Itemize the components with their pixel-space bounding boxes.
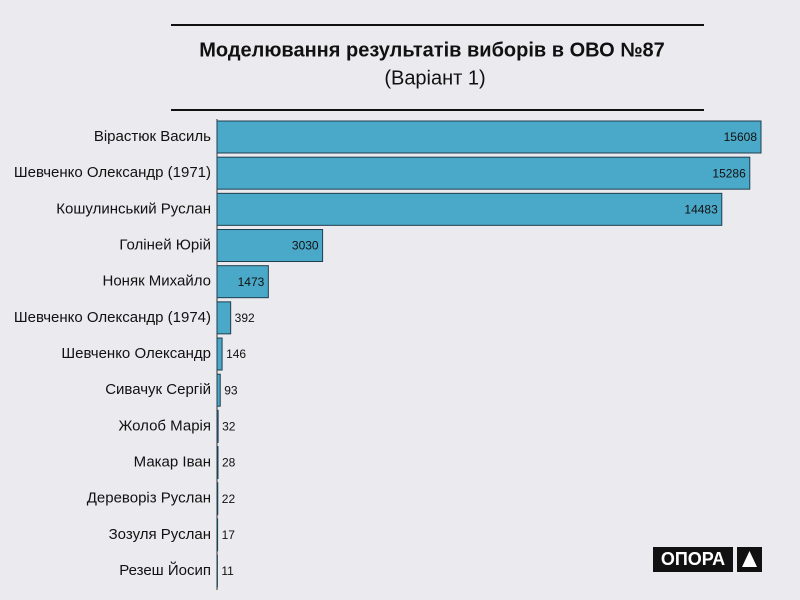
y-tick-label: Макар Іван [134, 453, 211, 470]
value-label: 28 [222, 456, 236, 470]
bar [216, 229, 324, 263]
y-tick-label: Дереворіз Руслан [87, 490, 211, 507]
bar [216, 337, 223, 371]
bar [216, 192, 723, 226]
bar [216, 373, 221, 407]
value-label: 17 [222, 528, 236, 542]
logo-triangle [742, 551, 757, 567]
bar [216, 120, 762, 154]
logo-text: ОПОРА [661, 549, 725, 569]
value-label: 146 [226, 347, 246, 361]
bar [216, 156, 751, 190]
value-label: 1473 [238, 275, 265, 289]
y-tick-label: Голіней Юрій [119, 236, 211, 253]
y-tick-label: Зозуля Руслан [109, 526, 211, 543]
bar [216, 482, 219, 516]
chart-subtitle: (Варіант 1) [384, 67, 485, 89]
value-label: 392 [235, 311, 255, 325]
chart-title: Моделювання результатів виборів в ОВО №8… [199, 39, 665, 61]
y-tick-label: Ноняк Михайло [102, 273, 211, 290]
value-label: 32 [222, 420, 236, 434]
bar [216, 409, 219, 443]
logo-box [653, 547, 733, 572]
bar [216, 518, 219, 552]
y-tick-label: Вірастюк Василь [94, 128, 211, 145]
y-tick-label: Кошулинський Руслан [56, 200, 211, 217]
y-tick-label: Жолоб Марія [118, 417, 211, 434]
value-label: 22 [222, 492, 236, 506]
y-tick-label: Шевченко Олександр (1974) [14, 309, 211, 326]
y-tick-label: Сивачук Сергій [105, 381, 211, 398]
value-label: 15286 [712, 166, 746, 180]
value-label: 14483 [684, 203, 718, 217]
logo: ОПОРА [653, 547, 762, 572]
bar [216, 301, 232, 335]
value-label: 11 [221, 564, 234, 578]
value-label: 3030 [292, 239, 319, 253]
bar [216, 446, 219, 480]
y-tick-label: Шевченко Олександр (1971) [14, 164, 211, 181]
value-label: 15608 [724, 130, 758, 144]
bar [216, 265, 269, 299]
y-tick-label: Резеш Йосип [119, 561, 211, 579]
y-tick-label: Шевченко Олександр [61, 345, 211, 362]
value-label: 93 [224, 383, 238, 397]
